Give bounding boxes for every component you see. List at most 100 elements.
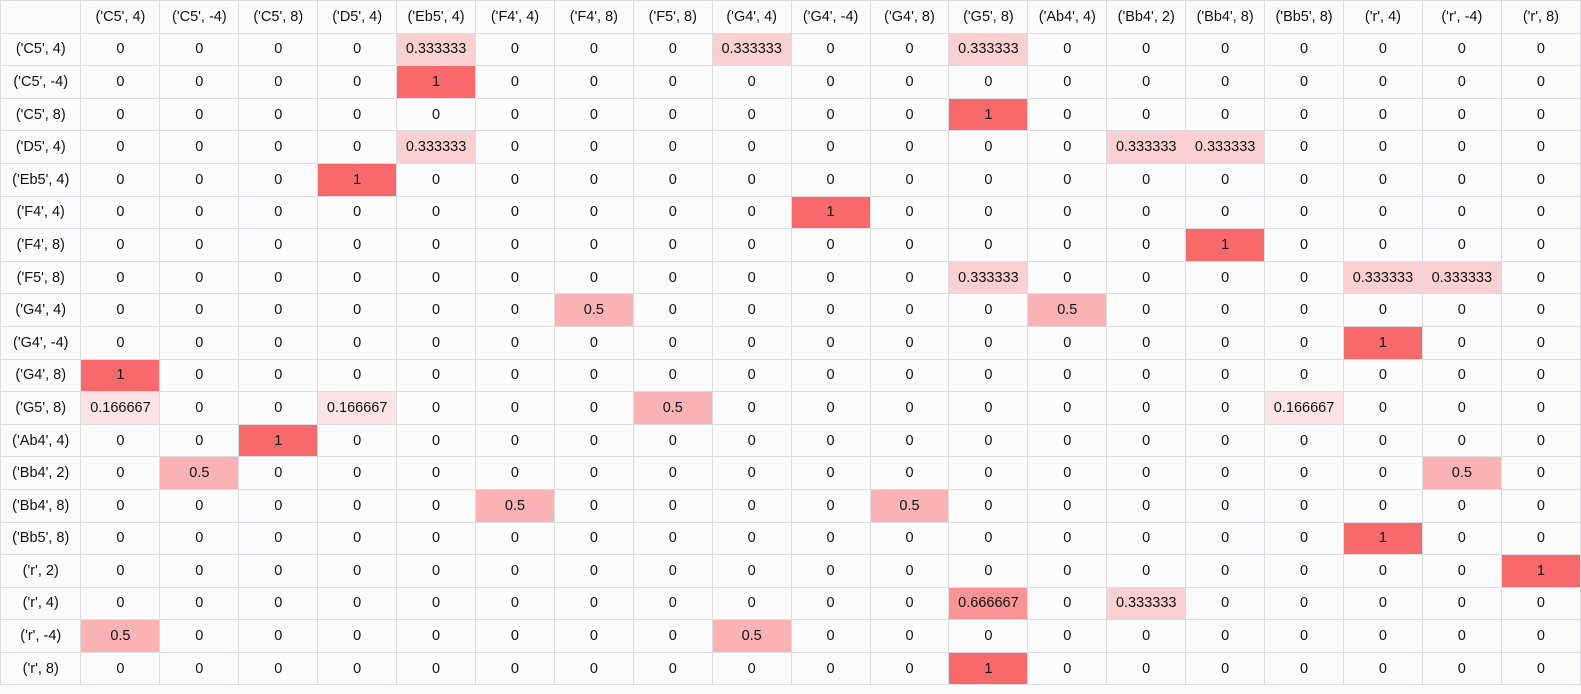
matrix-cell[interactable]: 0 xyxy=(317,358,398,393)
matrix-cell[interactable]: 0 xyxy=(790,32,871,67)
matrix-cell[interactable]: 0 xyxy=(159,97,240,132)
matrix-cell[interactable]: 0 xyxy=(869,228,950,262)
matrix-cell[interactable]: 0 xyxy=(159,228,240,262)
matrix-cell[interactable]: 0 xyxy=(711,97,792,132)
matrix-cell[interactable]: 0 xyxy=(1500,228,1581,262)
matrix-cell[interactable]: 0 xyxy=(1264,228,1344,262)
matrix-cell[interactable]: 1 xyxy=(1500,554,1581,588)
matrix-cell[interactable]: 0 xyxy=(396,488,477,523)
matrix-cell[interactable]: 0 xyxy=(1264,260,1344,295)
matrix-cell[interactable]: 0 xyxy=(1500,162,1581,197)
matrix-cell[interactable]: 0 xyxy=(80,65,161,99)
matrix-cell[interactable]: 0 xyxy=(1185,260,1266,295)
matrix-cell[interactable]: 0 xyxy=(790,228,871,262)
matrix-cell[interactable]: 0 xyxy=(790,65,871,99)
column-header[interactable]: ('G5', 8) xyxy=(948,0,1029,34)
matrix-cell[interactable]: 0 xyxy=(1027,162,1108,197)
matrix-cell[interactable]: 0 xyxy=(475,521,555,556)
matrix-cell[interactable]: 0 xyxy=(1185,651,1266,686)
matrix-cell[interactable]: 0 xyxy=(948,325,1029,360)
matrix-cell[interactable]: 0 xyxy=(553,456,634,490)
matrix-cell[interactable]: 0 xyxy=(1500,293,1581,327)
matrix-cell[interactable]: 0 xyxy=(632,32,713,67)
matrix-cell[interactable]: 0 xyxy=(632,130,713,164)
matrix-cell[interactable]: 0 xyxy=(159,130,240,164)
matrix-cell[interactable]: 0 xyxy=(475,391,555,425)
matrix-cell[interactable]: 0 xyxy=(632,554,713,588)
matrix-cell[interactable]: 0 xyxy=(869,651,950,686)
matrix-cell[interactable]: 0.333333 xyxy=(948,260,1029,295)
matrix-cell[interactable]: 0 xyxy=(159,521,240,556)
matrix-cell[interactable]: 0 xyxy=(80,130,161,164)
matrix-cell[interactable]: 0 xyxy=(1185,586,1266,621)
matrix-cell[interactable]: 0 xyxy=(475,619,555,653)
matrix-cell[interactable]: 0 xyxy=(553,228,634,262)
column-header[interactable]: ('r', -4) xyxy=(1421,0,1502,34)
matrix-cell[interactable]: 0 xyxy=(1264,97,1344,132)
matrix-cell[interactable]: 0 xyxy=(159,260,240,295)
matrix-cell[interactable]: 0 xyxy=(1264,325,1344,360)
matrix-cell[interactable]: 0.333333 xyxy=(1421,260,1502,295)
matrix-cell[interactable]: 0 xyxy=(1106,195,1187,230)
matrix-cell[interactable]: 0 xyxy=(1106,97,1187,132)
matrix-cell[interactable]: 0 xyxy=(1185,293,1266,327)
matrix-cell[interactable]: 1 xyxy=(80,358,161,393)
matrix-cell[interactable]: 0 xyxy=(1027,586,1108,621)
matrix-cell[interactable]: 0 xyxy=(790,162,871,197)
matrix-cell[interactable]: 0 xyxy=(869,260,950,295)
matrix-cell[interactable]: 0 xyxy=(396,423,477,458)
matrix-cell[interactable]: 0 xyxy=(317,586,398,621)
matrix-cell[interactable]: 0 xyxy=(711,423,792,458)
matrix-cell[interactable]: 0 xyxy=(1500,391,1581,425)
matrix-cell[interactable]: 0 xyxy=(396,228,477,262)
matrix-cell[interactable]: 0 xyxy=(80,423,161,458)
matrix-cell[interactable]: 0 xyxy=(869,97,950,132)
matrix-cell[interactable]: 0 xyxy=(553,325,634,360)
matrix-cell[interactable]: 0 xyxy=(159,488,240,523)
matrix-cell[interactable]: 0 xyxy=(1421,32,1502,67)
matrix-cell[interactable]: 0.666667 xyxy=(948,586,1029,621)
matrix-cell[interactable]: 0 xyxy=(1264,423,1344,458)
matrix-cell[interactable]: 0 xyxy=(1264,488,1344,523)
matrix-cell[interactable]: 0 xyxy=(1500,456,1581,490)
matrix-cell[interactable]: 0 xyxy=(948,423,1029,458)
matrix-cell[interactable]: 0 xyxy=(80,228,161,262)
matrix-cell[interactable]: 0 xyxy=(159,162,240,197)
matrix-cell[interactable]: 0 xyxy=(396,260,477,295)
matrix-cell[interactable]: 0 xyxy=(1264,195,1344,230)
matrix-cell[interactable]: 0 xyxy=(948,293,1029,327)
matrix-cell[interactable]: 0 xyxy=(553,130,634,164)
matrix-cell[interactable]: 0 xyxy=(238,521,319,556)
matrix-cell[interactable]: 0 xyxy=(475,358,555,393)
matrix-cell[interactable]: 0 xyxy=(475,195,555,230)
matrix-cell[interactable]: 0 xyxy=(1264,32,1344,67)
matrix-cell[interactable]: 0 xyxy=(1342,228,1423,262)
matrix-cell[interactable]: 0 xyxy=(1027,619,1108,653)
matrix-cell[interactable]: 0 xyxy=(475,456,555,490)
matrix-cell[interactable]: 0 xyxy=(238,488,319,523)
matrix-cell[interactable]: 0 xyxy=(396,325,477,360)
matrix-cell[interactable]: 0 xyxy=(1421,554,1502,588)
matrix-cell[interactable]: 0 xyxy=(1421,325,1502,360)
matrix-cell[interactable]: 0 xyxy=(711,130,792,164)
matrix-cell[interactable]: 0 xyxy=(869,32,950,67)
matrix-cell[interactable]: 0 xyxy=(238,65,319,99)
row-header[interactable]: ('Bb4', 2) xyxy=(0,456,82,490)
matrix-cell[interactable]: 0 xyxy=(475,293,555,327)
matrix-cell[interactable]: 0 xyxy=(869,293,950,327)
matrix-cell[interactable]: 0 xyxy=(1027,488,1108,523)
matrix-cell[interactable]: 0 xyxy=(1185,488,1266,523)
matrix-cell[interactable]: 1 xyxy=(1342,521,1423,556)
matrix-cell[interactable]: 0 xyxy=(1500,130,1581,164)
matrix-cell[interactable]: 0 xyxy=(711,228,792,262)
matrix-cell[interactable]: 0 xyxy=(1500,358,1581,393)
matrix-cell[interactable]: 0 xyxy=(475,130,555,164)
matrix-cell[interactable]: 0 xyxy=(1500,619,1581,653)
matrix-cell[interactable]: 0 xyxy=(790,423,871,458)
matrix-cell[interactable]: 0.333333 xyxy=(1106,130,1187,164)
matrix-cell[interactable]: 0 xyxy=(1264,358,1344,393)
row-header[interactable]: ('G4', 4) xyxy=(0,293,82,327)
matrix-cell[interactable]: 0 xyxy=(948,619,1029,653)
matrix-cell[interactable]: 0 xyxy=(396,391,477,425)
matrix-cell[interactable]: 0 xyxy=(1106,260,1187,295)
